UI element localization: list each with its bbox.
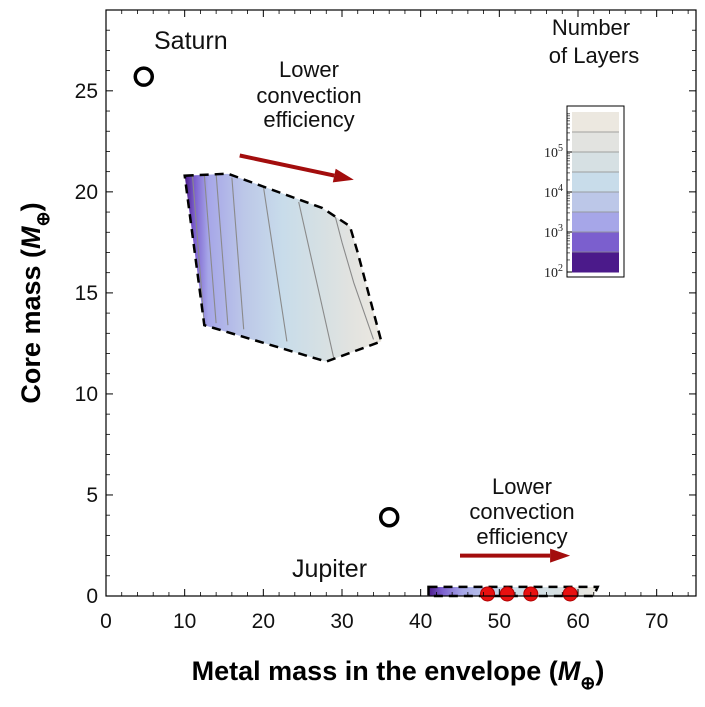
y-tick-label: 25 <box>75 80 98 103</box>
upper-region <box>183 172 383 363</box>
annotation-upper-line3: efficiency <box>263 107 354 132</box>
x-axis-title-text: Metal mass in the envelope ( <box>192 656 558 686</box>
x-tick-label: 0 <box>100 610 112 633</box>
annotation-arrows <box>239 153 571 563</box>
y-axis-title-sub: ⊕ <box>33 211 53 226</box>
y-axis-title-close: ) <box>16 202 46 211</box>
planets <box>133 66 400 528</box>
contour-line <box>231 177 245 330</box>
annotation-arrow-head <box>332 168 354 183</box>
annotation-lower: Lower convection efficiency <box>469 474 574 549</box>
annotation-lower-line3: efficiency <box>476 524 567 549</box>
red-point <box>480 586 496 602</box>
annotation-lower-line2: convection <box>469 499 574 524</box>
y-tick-label: 10 <box>75 383 98 406</box>
annotation-arrow-head <box>550 548 571 563</box>
contour-line <box>333 211 375 340</box>
annotation-upper-line2: convection <box>256 83 361 108</box>
colorbar-title-line2: of Layers <box>549 43 640 68</box>
planet-marker-saturn <box>133 66 155 87</box>
contour-line <box>262 185 288 342</box>
planet-label-saturn: Saturn <box>154 27 228 55</box>
colorbar-tick-label: 105 <box>544 143 563 161</box>
upper-region-fill <box>184 173 382 362</box>
x-tick-label: 10 <box>173 610 196 633</box>
annotation-lower-line1: Lower <box>492 474 552 499</box>
colorbar-band <box>572 112 619 133</box>
colorbar: Number of Layers 102 103 104 105 <box>544 15 639 281</box>
annotation-upper: Lower convection efficiency <box>256 57 361 132</box>
colorbar-band <box>572 212 619 233</box>
y-tick-label: 15 <box>75 282 98 305</box>
colorbar-tick-label: 102 <box>544 263 563 281</box>
colorbar-band <box>572 192 619 213</box>
x-axis-title: Metal mass in the envelope (M⊕) <box>192 656 605 693</box>
x-tick-label: 50 <box>488 610 511 633</box>
colorbar-title-line1: Number <box>552 15 630 40</box>
x-tick-label: 20 <box>252 610 275 633</box>
y-axis-title-text: Core mass ( <box>16 249 46 404</box>
red-point <box>499 586 515 602</box>
colorbar-tick-label: 104 <box>544 183 563 201</box>
y-tick-label: 5 <box>86 484 98 507</box>
x-axis-title-close: ) <box>595 656 604 686</box>
x-axis-title-sub: ⊕ <box>580 673 595 693</box>
annotation-upper-line1: Lower <box>279 57 339 82</box>
contour-line <box>203 174 217 324</box>
contour-line <box>298 201 335 360</box>
y-tick-label: 0 <box>86 585 98 608</box>
colorbar-ticks: 102 103 104 105 <box>544 113 572 281</box>
x-axis-ticks: 0 10 20 30 40 50 60 70 <box>100 10 689 633</box>
x-tick-label: 40 <box>409 610 432 633</box>
planet-label-jupiter: Jupiter <box>292 555 367 583</box>
planet-marker-jupiter <box>378 506 400 528</box>
plot-frame <box>105 9 697 597</box>
y-axis-title-symbol: M <box>16 226 46 249</box>
x-tick-label: 30 <box>330 610 353 633</box>
red-point <box>562 586 578 602</box>
upper-region-contours <box>191 173 375 360</box>
annotation-arrow-shaft <box>239 153 335 178</box>
red-points <box>480 586 578 602</box>
colorbar-band <box>572 232 619 253</box>
colorbar-band <box>572 172 619 193</box>
y-tick-label: 20 <box>75 181 98 204</box>
colorbar-tick-label: 103 <box>544 223 563 241</box>
contour-line <box>215 173 229 326</box>
colorbar-bands <box>572 112 619 273</box>
x-tick-label: 60 <box>566 610 589 633</box>
colorbar-band <box>572 152 619 173</box>
colorbar-band <box>572 132 619 153</box>
y-axis-title: Core mass (M⊕) <box>16 202 53 403</box>
y-axis-ticks: 0 5 10 15 20 25 <box>75 9 696 608</box>
x-axis-title-symbol: M <box>558 656 581 686</box>
upper-region-boundary <box>183 172 383 363</box>
colorbar-band <box>572 252 619 273</box>
contour-line <box>191 175 205 326</box>
x-tick-label: 70 <box>645 610 668 633</box>
lower-region-boundary <box>427 585 600 598</box>
